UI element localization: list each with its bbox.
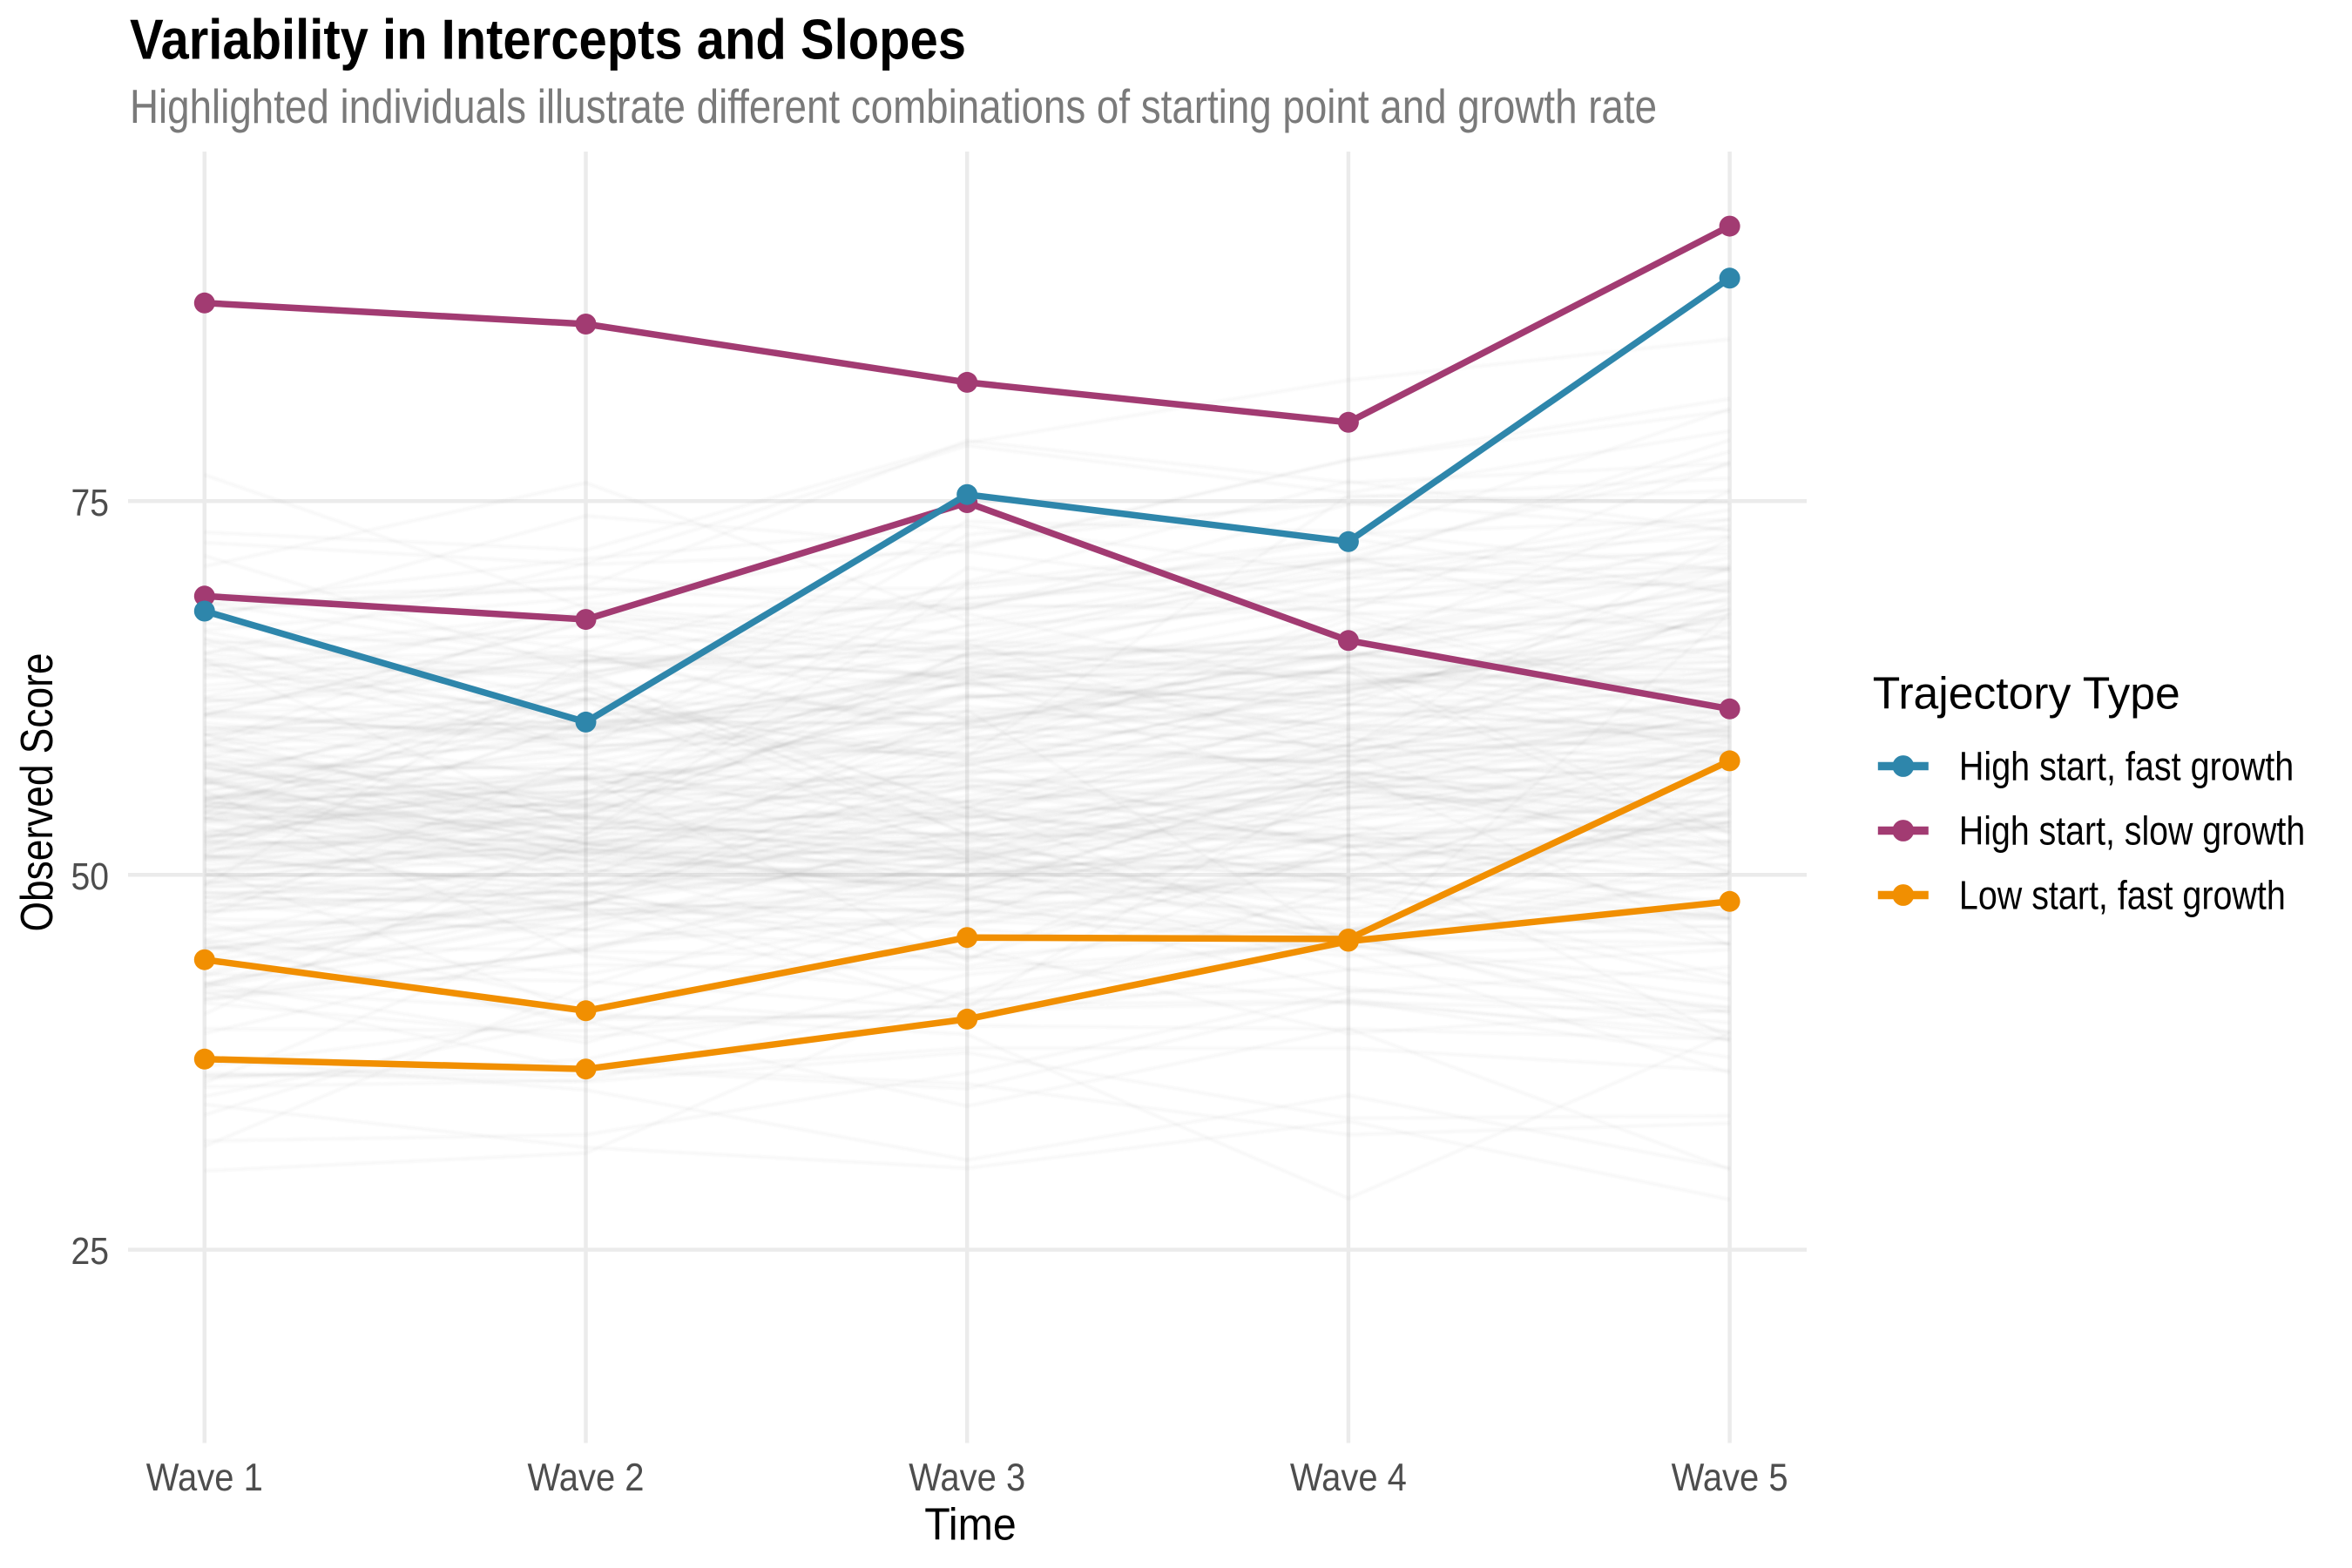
svg-text:Wave 4: Wave 4 xyxy=(1290,1456,1407,1499)
svg-text:Variability in Intercepts and: Variability in Intercepts and Slopes xyxy=(130,8,966,71)
svg-text:Observed Score: Observed Score xyxy=(11,653,62,932)
svg-text:Highlighted individuals illust: Highlighted individuals illustrate diffe… xyxy=(130,79,1657,133)
svg-text:Wave 5: Wave 5 xyxy=(1672,1456,1788,1499)
svg-text:Wave 2: Wave 2 xyxy=(528,1456,645,1499)
svg-text:Low start, fast growth: Low start, fast growth xyxy=(1959,873,2286,918)
svg-text:Wave 1: Wave 1 xyxy=(146,1456,263,1499)
svg-text:Trajectory Type: Trajectory Type xyxy=(1873,667,2180,718)
svg-text:Time: Time xyxy=(924,1498,1017,1549)
svg-text:High start, slow growth: High start, slow growth xyxy=(1959,808,2305,854)
svg-text:High start, fast growth: High start, fast growth xyxy=(1959,744,2294,789)
svg-text:75: 75 xyxy=(71,482,110,524)
svg-text:Wave 3: Wave 3 xyxy=(909,1456,1025,1499)
svg-text:50: 50 xyxy=(71,855,110,898)
svg-text:25: 25 xyxy=(71,1230,110,1273)
